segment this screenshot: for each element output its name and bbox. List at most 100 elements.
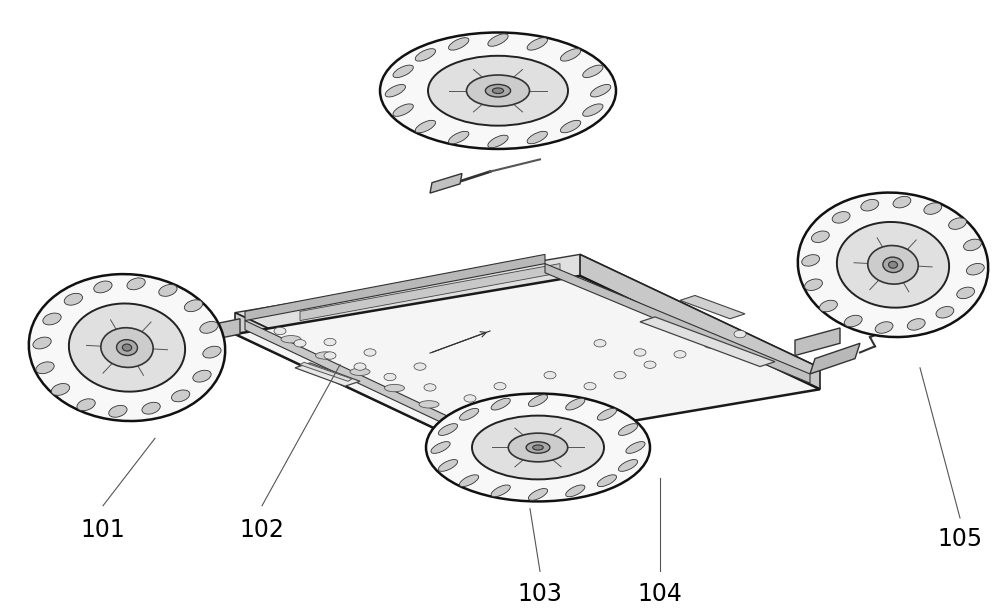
Ellipse shape xyxy=(101,328,153,367)
Ellipse shape xyxy=(415,120,436,133)
Circle shape xyxy=(644,361,656,368)
Ellipse shape xyxy=(527,37,547,50)
Ellipse shape xyxy=(459,475,479,487)
Polygon shape xyxy=(640,317,775,367)
Ellipse shape xyxy=(618,424,638,435)
Ellipse shape xyxy=(491,398,510,410)
Ellipse shape xyxy=(957,287,975,299)
Ellipse shape xyxy=(485,85,511,97)
Text: 101: 101 xyxy=(81,518,125,542)
Text: 104: 104 xyxy=(638,582,682,606)
Ellipse shape xyxy=(438,424,458,435)
Ellipse shape xyxy=(393,104,413,116)
Ellipse shape xyxy=(560,120,581,133)
Ellipse shape xyxy=(528,489,548,500)
Ellipse shape xyxy=(618,460,638,471)
Ellipse shape xyxy=(193,370,211,382)
Circle shape xyxy=(424,384,436,391)
Circle shape xyxy=(354,363,366,370)
Ellipse shape xyxy=(459,408,479,420)
Ellipse shape xyxy=(583,104,603,116)
Circle shape xyxy=(324,352,336,359)
Ellipse shape xyxy=(159,284,177,296)
Ellipse shape xyxy=(385,85,406,97)
Ellipse shape xyxy=(949,218,966,229)
Ellipse shape xyxy=(964,239,981,251)
Circle shape xyxy=(584,383,596,390)
Ellipse shape xyxy=(626,441,645,454)
Polygon shape xyxy=(430,173,462,193)
Circle shape xyxy=(324,338,336,346)
Polygon shape xyxy=(810,343,860,374)
Ellipse shape xyxy=(889,261,897,268)
Ellipse shape xyxy=(203,346,221,358)
Polygon shape xyxy=(175,334,225,362)
Ellipse shape xyxy=(384,384,404,392)
Ellipse shape xyxy=(200,321,218,333)
Circle shape xyxy=(734,330,746,338)
Circle shape xyxy=(614,371,626,379)
Circle shape xyxy=(704,341,716,348)
Ellipse shape xyxy=(109,405,127,417)
Ellipse shape xyxy=(419,401,439,408)
Circle shape xyxy=(594,340,606,347)
Polygon shape xyxy=(300,362,352,381)
Circle shape xyxy=(364,349,376,356)
Ellipse shape xyxy=(893,196,911,208)
Circle shape xyxy=(674,351,686,358)
Ellipse shape xyxy=(281,335,301,343)
Ellipse shape xyxy=(566,398,585,410)
Ellipse shape xyxy=(122,344,132,351)
Circle shape xyxy=(544,371,556,379)
Circle shape xyxy=(274,327,286,335)
Ellipse shape xyxy=(861,199,879,211)
Ellipse shape xyxy=(566,485,585,497)
Polygon shape xyxy=(245,254,545,321)
Polygon shape xyxy=(545,264,810,383)
Polygon shape xyxy=(795,328,840,356)
Ellipse shape xyxy=(820,300,837,312)
Text: 105: 105 xyxy=(937,527,983,551)
Ellipse shape xyxy=(844,315,862,327)
Ellipse shape xyxy=(966,264,984,275)
Ellipse shape xyxy=(472,416,604,479)
Ellipse shape xyxy=(875,322,893,333)
Ellipse shape xyxy=(526,442,550,453)
Circle shape xyxy=(494,383,506,390)
Ellipse shape xyxy=(428,56,568,126)
Ellipse shape xyxy=(438,460,458,471)
Ellipse shape xyxy=(466,75,530,107)
Polygon shape xyxy=(235,313,475,447)
Polygon shape xyxy=(195,319,240,343)
Circle shape xyxy=(504,404,516,411)
Ellipse shape xyxy=(488,135,508,148)
Ellipse shape xyxy=(29,274,225,421)
Ellipse shape xyxy=(907,319,925,330)
Polygon shape xyxy=(190,337,215,351)
Ellipse shape xyxy=(43,313,61,325)
Ellipse shape xyxy=(380,32,616,149)
Ellipse shape xyxy=(560,48,581,61)
Ellipse shape xyxy=(837,222,949,308)
Ellipse shape xyxy=(528,395,548,406)
Circle shape xyxy=(294,340,306,347)
Ellipse shape xyxy=(868,246,918,284)
Ellipse shape xyxy=(597,408,617,420)
Ellipse shape xyxy=(449,131,469,144)
Ellipse shape xyxy=(431,441,450,454)
Ellipse shape xyxy=(171,390,190,402)
Ellipse shape xyxy=(393,65,413,78)
Circle shape xyxy=(634,349,646,356)
Ellipse shape xyxy=(69,303,185,392)
Polygon shape xyxy=(300,264,560,321)
Ellipse shape xyxy=(492,88,504,94)
Polygon shape xyxy=(295,363,360,386)
Ellipse shape xyxy=(127,278,145,290)
Ellipse shape xyxy=(583,65,603,78)
Ellipse shape xyxy=(805,279,822,291)
Polygon shape xyxy=(245,321,475,438)
Ellipse shape xyxy=(811,231,829,243)
Ellipse shape xyxy=(508,433,568,462)
Ellipse shape xyxy=(832,211,850,223)
Ellipse shape xyxy=(590,85,611,97)
